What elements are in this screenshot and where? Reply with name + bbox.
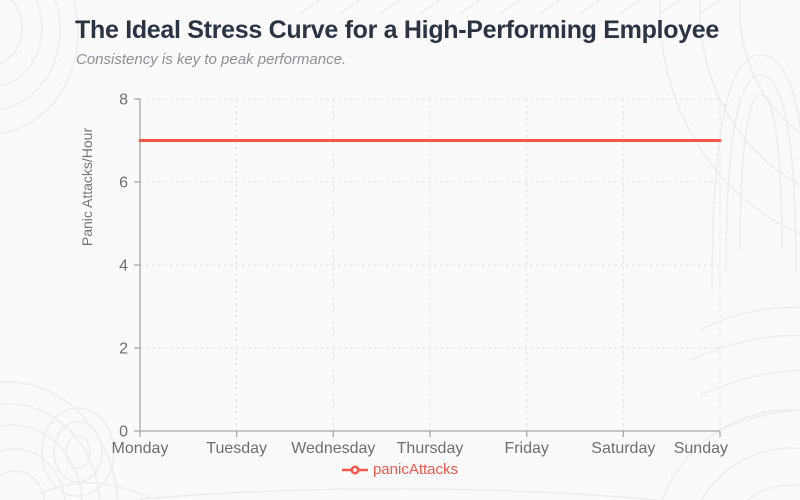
- chart-subtitle: Consistency is key to peak performance.: [76, 51, 347, 68]
- y-tick-label: 6: [119, 175, 128, 192]
- legend: panicAttacks: [0, 461, 800, 478]
- x-tick-label: Sunday: [674, 440, 728, 457]
- legend-label: panicAttacks: [372, 461, 459, 478]
- y-tick-label: 4: [119, 258, 128, 275]
- x-tick-label: Thursday: [397, 440, 464, 457]
- y-tick-label: 8: [119, 92, 128, 109]
- x-tick-label: Friday: [504, 440, 548, 457]
- x-tick-label: Saturday: [591, 440, 655, 457]
- y-tick-label: 0: [119, 424, 128, 441]
- x-tick-label: Wednesday: [291, 440, 375, 457]
- x-tick-label: Monday: [112, 440, 169, 457]
- legend-line-marker-icon: [341, 464, 368, 475]
- chart-title: The Ideal Stress Curve for a High-Perfor…: [75, 16, 719, 44]
- x-tick-label: Tuesday: [206, 440, 267, 457]
- y-tick-label: 2: [119, 341, 128, 358]
- legend-item-panicattacks[interactable]: panicAttacks: [341, 461, 459, 478]
